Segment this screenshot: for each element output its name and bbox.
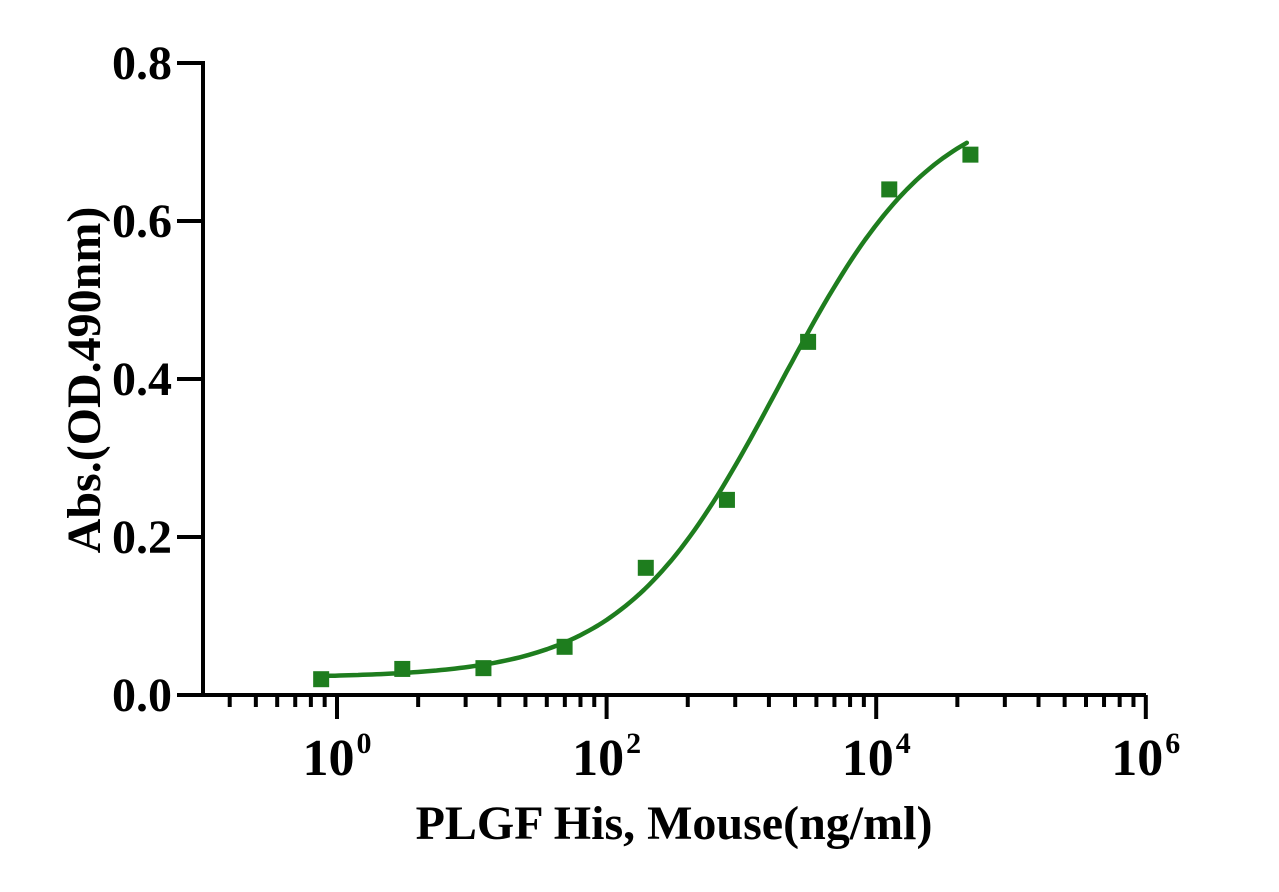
data-point-marker — [475, 660, 492, 677]
y-tick-label: 0.0 — [112, 669, 172, 722]
y-tick-label: 0.4 — [112, 353, 172, 406]
x-axis-title: PLGF His, Mouse(ng/ml) — [416, 797, 933, 850]
chart-generated-layer: 0.0 0.2 0.4 0.6 0.8 100 102 104 106 — [112, 37, 1180, 787]
x-tick-label: 100 — [303, 727, 372, 787]
data-point-marker — [394, 660, 411, 677]
y-tick-label: 0.8 — [112, 37, 172, 90]
data-point-marker — [881, 181, 898, 198]
data-point-marker — [637, 559, 654, 576]
data-point-marker — [313, 671, 330, 688]
y-axis-title: Abs.(OD.490nm) — [58, 207, 111, 554]
x-tick-label: 102 — [572, 727, 641, 787]
fit-curve — [318, 140, 970, 679]
x-tick-label: 106 — [1111, 727, 1180, 787]
y-tick-label: 0.6 — [112, 195, 172, 248]
x-tick-label: 104 — [842, 727, 911, 787]
data-point-marker — [718, 491, 735, 508]
data-point-marker — [556, 638, 573, 655]
data-point-marker — [800, 333, 817, 350]
y-tick-label: 0.2 — [112, 511, 172, 564]
data-point-marker — [962, 146, 979, 163]
